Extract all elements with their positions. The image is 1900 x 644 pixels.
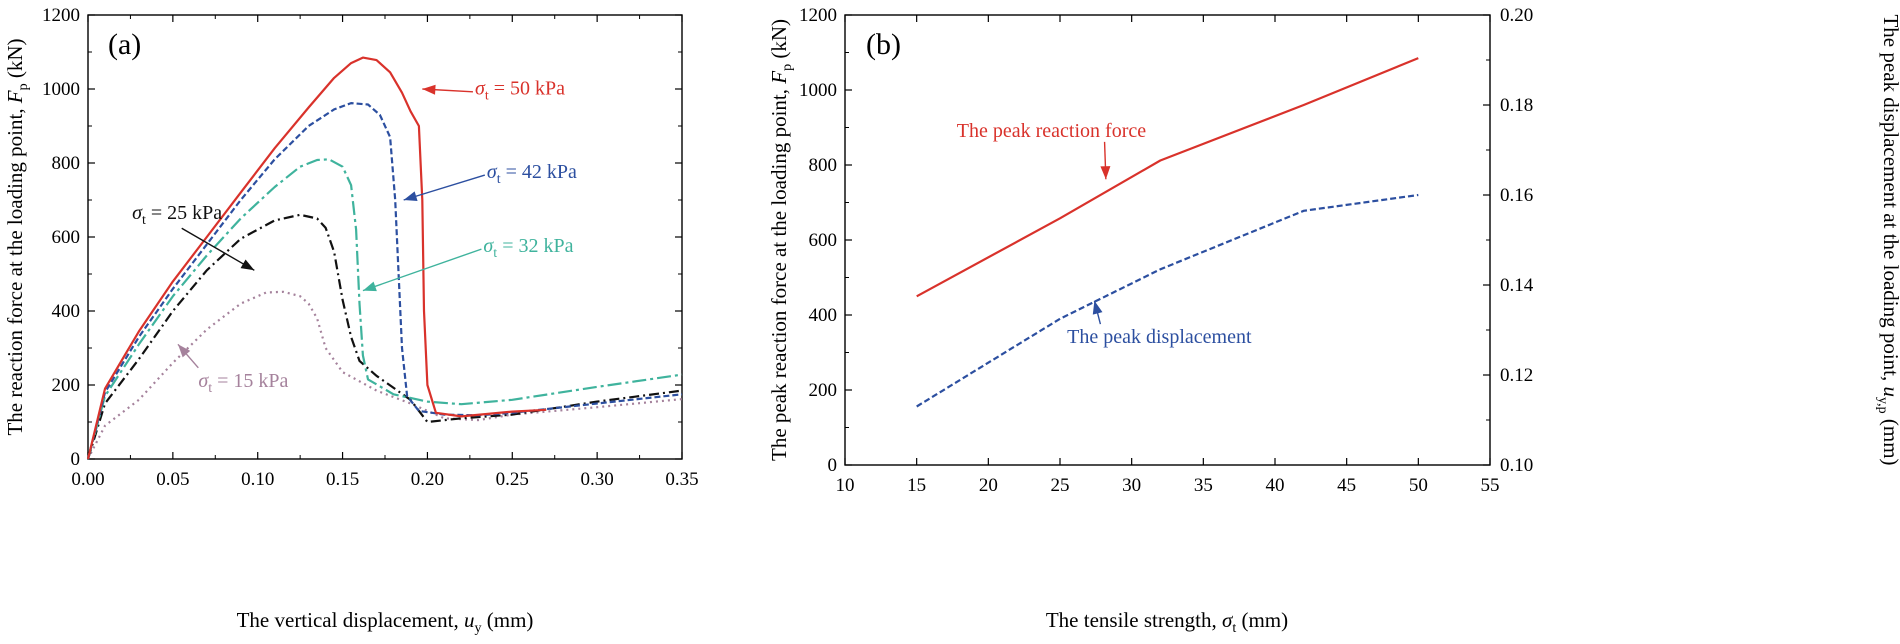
- panel-b-ticks: 10 15 20 25 30 35 40 45 50 55 0 200 400 600 800 1000 120…: [799, 5, 1534, 496]
- b-y-tick-label: 0: [828, 455, 838, 476]
- a-annotation-label: σt = 25 kPa: [132, 202, 222, 228]
- b-x-tick-label: 20: [979, 475, 998, 496]
- b-y2-tick-label: 0.18: [1500, 95, 1533, 116]
- a-annotation-arrow-head: [362, 281, 377, 292]
- b-y-tick-label: 200: [809, 380, 838, 401]
- a-y-tick-label: 200: [52, 375, 81, 396]
- a-x-tick-label: 0.35: [665, 469, 698, 490]
- b-x-tick-label: 55: [1481, 475, 1500, 496]
- a-x-tick-label: 0.25: [496, 469, 529, 490]
- panel-b-series: [916, 57, 1419, 408]
- b-annotation-arrow-head: [1100, 166, 1111, 180]
- a-x-tick-label: 0.15: [326, 469, 359, 490]
- b-x-tick-label: 15: [907, 475, 926, 496]
- b-x-tick-label: 40: [1266, 475, 1285, 496]
- panel-b-plot-frame: [844, 14, 1491, 466]
- panel-b-y-axis-title: The peak reaction force at the loading p…: [767, 19, 795, 461]
- a-y-tick-label: 400: [52, 301, 81, 322]
- a-annotation-arrow-line: [403, 174, 486, 201]
- a-x-tick-label: 0.05: [156, 469, 189, 490]
- b-x-tick-label: 30: [1122, 475, 1141, 496]
- panel-b-y2-axis-title: The peak displacement at the loading poi…: [1875, 14, 1900, 465]
- a-series-line-50kpa: [86, 56, 547, 460]
- b-annotation-arrow-head: [1092, 300, 1103, 315]
- b-series-line-peak-displacement: [916, 193, 1419, 408]
- b-x-tick-label: 50: [1409, 475, 1428, 496]
- a-annotation-label: σt = 42 kPa: [487, 161, 577, 187]
- panel-a-label: (a): [108, 28, 141, 61]
- panel-a-series: [86, 56, 683, 460]
- a-series-line-25kpa: [86, 213, 683, 460]
- panel-b: 10 15 20 25 30 35 40 45 50 55 0 200 400 600 800 1000 120…: [767, 5, 1900, 636]
- b-x-tick-label: 25: [1051, 475, 1070, 496]
- b-y-tick-label: 800: [809, 155, 838, 176]
- panel-a-ticks: 0.00 0.05 0.10 0.15 0.20 0.25 0.30 0.35 0 200 400 6…: [42, 5, 699, 490]
- b-annotation-label: The peak displacement: [1067, 326, 1252, 348]
- b-y-tick-label: 400: [809, 305, 838, 326]
- a-y-tick-label: 0: [71, 449, 81, 470]
- b-y2-tick-label: 0.20: [1500, 5, 1533, 26]
- panel-a-annotations: σt = 50 kPa σt = 42 kPa σt = 32 kPa σt = 25…: [132, 78, 577, 396]
- a-y-tick-label: 800: [52, 153, 81, 174]
- b-x-tick-label: 10: [836, 475, 855, 496]
- panel-b-annotations: The peak reaction force The peak displace…: [957, 120, 1252, 348]
- a-y-tick-label: 1000: [42, 79, 80, 100]
- b-y-tick-label: 1200: [799, 5, 837, 26]
- a-annotation-label: σt = 32 kPa: [483, 235, 573, 261]
- b-y2-tick-label: 0.12: [1500, 365, 1533, 386]
- a-annotation-arrow-line: [181, 227, 255, 271]
- a-annotation-arrow-head: [177, 344, 191, 358]
- a-annotation-label: σt = 50 kPa: [475, 78, 565, 104]
- panel-a-plot-frame: [87, 14, 683, 460]
- a-y-tick-label: 1200: [42, 5, 80, 26]
- a-annotation-arrow-head: [403, 191, 418, 201]
- a-x-tick-label: 0.30: [581, 469, 614, 490]
- a-x-tick-label: 0.00: [71, 469, 104, 490]
- a-annotation-arrow-head: [240, 259, 255, 271]
- a-series-line-32kpa: [86, 158, 683, 460]
- a-y-tick-label: 600: [52, 227, 81, 248]
- a-series-line-15kpa: [87, 290, 683, 460]
- a-annotation-arrow-head: [422, 84, 436, 95]
- a-annotation-arrow-line: [362, 248, 482, 292]
- a-x-tick-label: 0.10: [241, 469, 274, 490]
- panel-a: 0.00 0.05 0.10 0.15 0.20 0.25 0.30 0.35 0 200 400 6…: [3, 5, 699, 636]
- panel-a-x-axis-title: The vertical displacement, uy (mm): [237, 608, 534, 636]
- b-y-tick-label: 1000: [799, 80, 837, 101]
- b-y-tick-label: 600: [809, 230, 838, 251]
- b-y2-tick-label: 0.16: [1500, 185, 1533, 206]
- a-series-line-42kpa: [86, 101, 683, 460]
- a-x-tick-label: 0.20: [411, 469, 444, 490]
- b-y2-tick-label: 0.10: [1500, 455, 1533, 476]
- b-y2-tick-label: 0.14: [1500, 275, 1534, 296]
- b-x-tick-label: 35: [1194, 475, 1213, 496]
- panel-b-x-axis-title: The tensile strength, σt (mm): [1046, 608, 1288, 636]
- b-annotation-label: The peak reaction force: [957, 120, 1146, 142]
- b-x-tick-label: 45: [1337, 475, 1356, 496]
- b-series-line-peak-force: [916, 57, 1419, 298]
- panel-b-label: (b): [866, 28, 901, 61]
- panel-a-y-axis-title: The reaction force at the loading point,…: [3, 38, 31, 435]
- a-annotation-label: σt = 15 kPa: [198, 370, 288, 396]
